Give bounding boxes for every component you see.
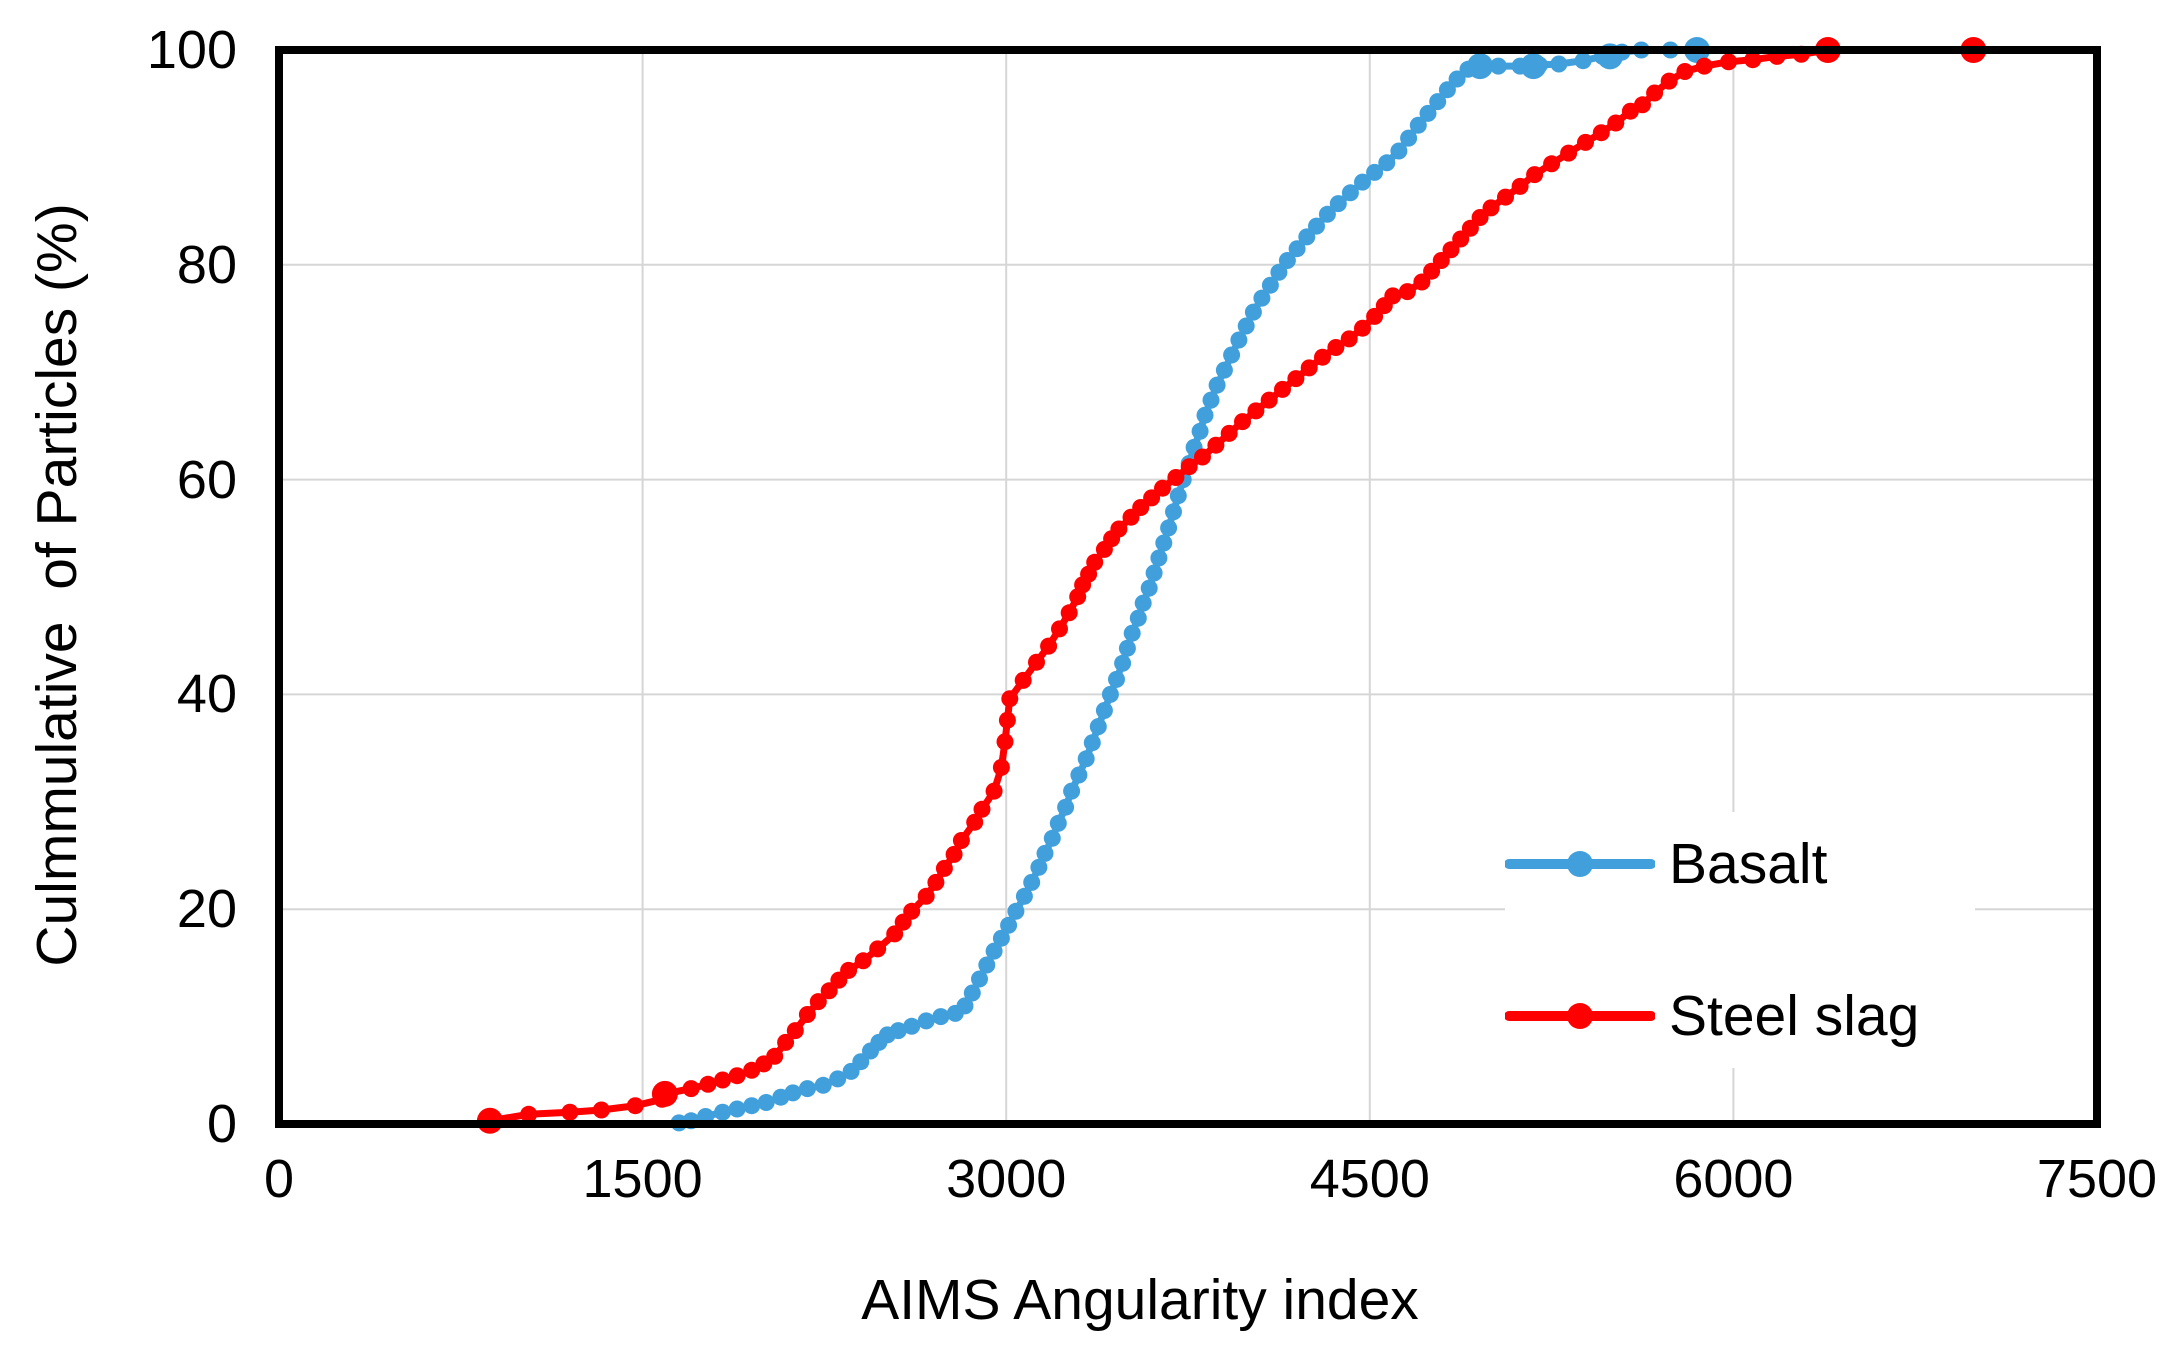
legend-item-steel-slag: Steel slag: [1505, 964, 1975, 1068]
legend-label-steel-slag: Steel slag: [1669, 984, 1920, 1048]
y-tick-label: 0: [206, 1094, 237, 1154]
steel-slag-line-marker-icon: [1505, 1003, 1655, 1029]
x-tick-label: 4500: [1309, 1149, 1430, 1209]
y-tick-label: 80: [176, 234, 237, 295]
x-axis-title: AIMS Angularity index: [861, 1268, 1419, 1332]
legend-label-basalt: Basalt: [1669, 832, 1828, 896]
x-tick-label: 7500: [2036, 1149, 2158, 1209]
legend: Basalt Steel slag: [1505, 812, 1975, 1068]
x-tick-label: 3000: [946, 1149, 1067, 1209]
x-tick-label: 0: [263, 1149, 295, 1209]
basalt-line-marker-icon: [1505, 851, 1655, 877]
legend-item-basalt: Basalt: [1505, 812, 1975, 916]
y-tick-label: 20: [176, 879, 237, 940]
y-tick-label: 100: [146, 20, 237, 80]
x-tick-label: 6000: [1673, 1149, 1794, 1209]
y-tick-label: 40: [176, 664, 237, 725]
x-tick-label: 1500: [582, 1149, 703, 1209]
y-tick-label: 60: [176, 449, 237, 510]
y-axis-title: Culmmulative of Particles (%): [25, 203, 89, 967]
